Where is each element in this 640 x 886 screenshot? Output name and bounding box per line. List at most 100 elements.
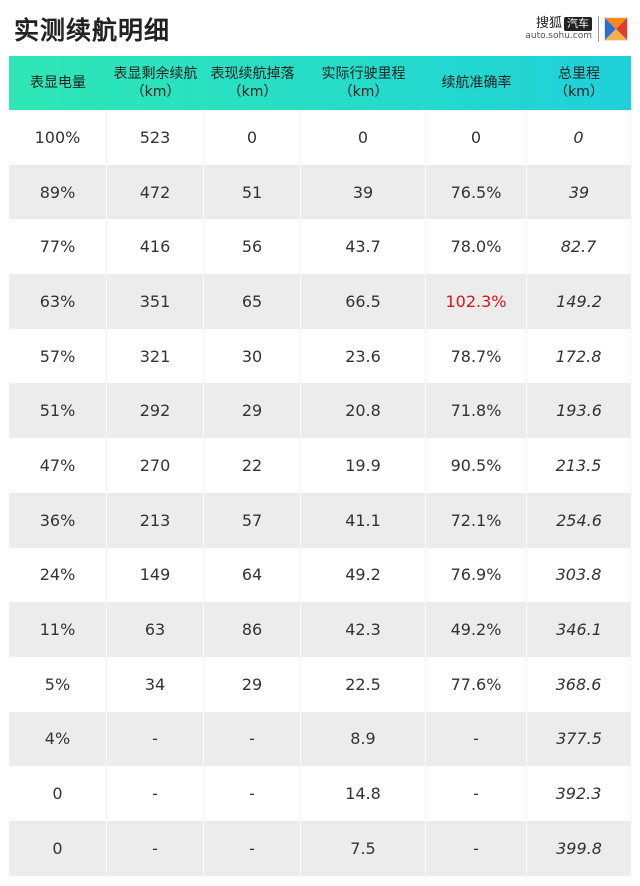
table-cell: 39 [568,182,590,202]
table-cell: 65 [204,274,301,329]
table-cell: - [107,711,204,767]
table-cell: 0 [527,110,631,165]
table-cell: 213 [107,492,204,548]
table-cell: 0 [204,110,301,165]
table-cell: 102.3% [426,274,527,329]
logo-text: 搜狐 汽车 auto.sohu.com [525,16,592,42]
table-cell: - [204,766,301,821]
page-title: 实测续航明细 [14,16,171,45]
table-cell: 14.8 [301,766,426,821]
table-cell: 86 [204,602,301,657]
table-row: 100% 523 0 0 0 0 [9,110,631,165]
column-header: 表现续航掉落 （km） [204,56,301,110]
table-cell: 292 [107,383,204,439]
table-cell: 41.1 [301,492,426,548]
table-cell: 30 [204,328,301,384]
table-cell: - [426,711,527,767]
table-cell: 78.0% [426,219,527,275]
table-cell: 303.8 [527,547,631,603]
column-header-unit: （km） [338,84,389,100]
sohu-mark-icon [604,17,628,41]
table-cell: 368.6 [527,656,631,712]
table-cell: 0 [426,110,527,165]
table-cell: 7.5 [301,820,426,876]
table-cell: - [107,820,204,876]
table-cell: 71.8% [426,383,527,439]
table-cell: 22 [204,438,301,493]
table-row: 63% 351 65 66.5 102.3% 149.2 [9,274,631,329]
column-header-label: 表显剩余续航 [113,66,198,82]
table-row: 36% 213 57 41.1 72.1% 254.6 [9,492,631,548]
table-cell: - [426,766,527,821]
column-header-label: 表显电量 [30,75,86,91]
table-cell: 23.6 [301,328,426,384]
table-row: 5% 34 29 22.5 77.6% 368.6 [9,656,631,712]
table-cell: 399.8 [556,838,602,858]
table-cell: 43.7 [301,219,426,275]
column-header: 实际行驶里程 （km） [301,56,426,110]
table-cell: 49.2 [301,547,426,603]
logo-brand: 搜狐 [535,16,562,31]
table-cell: 57% [9,328,107,384]
column-header-label: 续航准确率 [441,75,512,91]
table-cell: 149 [107,547,204,603]
table-cell: 63% [9,274,107,329]
logo-brand-line: 搜狐 汽车 [536,16,592,31]
table-cell: 321 [107,328,204,384]
table-cell: 351 [107,274,204,329]
table-cell: 19.9 [301,438,426,493]
column-header: 续航准确率 [426,56,527,110]
column-header: 表显剩余续航 （km） [107,56,204,110]
table-row: 4% - -8.9-377.5 [9,711,631,767]
table-cell: 213.5 [527,438,631,493]
table-row: 0- -14.8-392.3 [9,766,631,821]
table-cell: - [204,820,301,876]
table-cell: - [204,711,301,767]
table-row: 57% 321 30 23.6 78.7% 172.8 [9,328,631,384]
column-header-label: 表现续航掉落 [210,66,295,82]
table-cell: 77% [9,219,107,275]
table-cell: 82.7 [527,219,631,275]
table-cell: 72.1% [426,492,527,548]
table-cell: 47% [9,438,107,493]
column-header-unit: （km） [227,84,278,100]
table-cell: 22.5 [301,656,426,712]
column-header-label: 总里程 [558,66,600,82]
table-row: 47% 270 22 19.9 90.5% 213.5 [9,438,631,493]
table-cell: 0 [9,820,107,876]
logo-tag: 汽车 [564,16,592,31]
logo-divider [598,16,599,42]
table-cell: 77.6% [426,656,527,712]
table-cell: 270 [107,438,204,493]
table-cell: 0 [301,110,426,165]
column-header-label: 实际行驶里程 [321,66,406,82]
column-header: 表显电量 [9,56,107,110]
table-cell: 78.7% [426,328,527,384]
table-cell: 29 [204,656,301,712]
table-cell: 57 [204,492,301,548]
table-cell: 76.9% [426,547,527,603]
table-cell: 392.3 [527,766,631,821]
table-cell: 254.6 [556,510,602,530]
table-cell: 4% [9,711,107,767]
table-cell: 36% [9,492,107,548]
table-cell: 90.5% [426,438,527,493]
table-cell: - [426,820,527,876]
table-cell: 76.5% [426,164,527,220]
table-cell: 100% [9,110,107,165]
range-detail-table: 表显电量 表显剩余续航 （km） 表现续航掉落 （km） 实际行驶里程 （km） 续航准确率总… [9,56,631,876]
table-cell: 49.2% [426,602,527,657]
table-cell: 416 [107,219,204,275]
table-cell: 42.3 [301,602,426,657]
sohu-auto-logo: 搜狐 汽车 auto.sohu.com [525,14,628,44]
table-cell: 149.2 [556,291,602,311]
column-header: 总里程 （km） [527,56,631,110]
logo-url: auto.sohu.com [525,31,592,41]
table-cell: 89% [9,164,107,220]
table-cell: 56 [204,219,301,275]
table-cell: 29 [204,383,301,439]
table-cell: 63 [107,602,204,657]
top-bar: 实测续航明细 搜狐 汽车 auto.sohu.com [0,0,640,56]
table-cell: 172.8 [527,328,631,384]
table-cell: 20.8 [301,383,426,439]
